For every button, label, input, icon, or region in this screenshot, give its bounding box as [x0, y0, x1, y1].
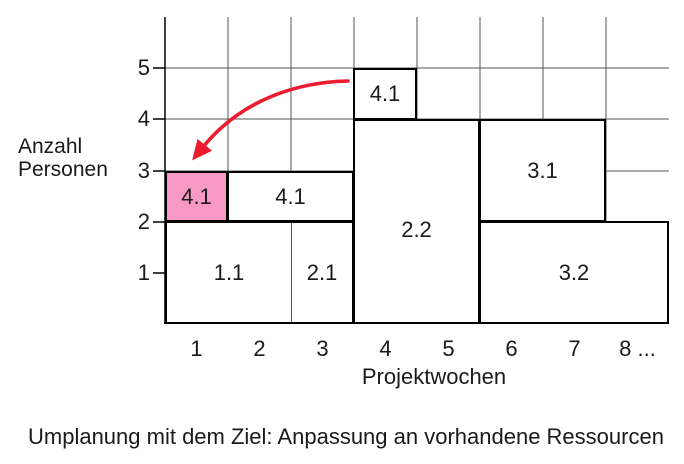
- x-tick-7: 7: [568, 336, 581, 361]
- arrow-curve: [192, 79, 350, 161]
- task-block-3-1: 3.1: [479, 119, 606, 222]
- task-block-2-2: 2.2: [353, 119, 480, 324]
- y-tick-1: 1: [137, 260, 150, 285]
- caption: Umplanung mit dem Ziel: Anpassung an vor…: [28, 424, 664, 449]
- x-tick-4: 4: [379, 336, 392, 361]
- task-block-4-1-top: 4.1: [353, 68, 417, 120]
- y-tick-3: 3: [137, 158, 150, 183]
- task-block-2-1: 2.1: [291, 223, 352, 322]
- task-block-3-2: 3.2: [479, 221, 669, 324]
- x-tick-6: 6: [505, 336, 518, 361]
- y-axis-title-line2: Personen: [18, 158, 108, 181]
- task-block-group-1-1-and-2-1: 1.1 2.1: [165, 221, 354, 324]
- x-tick-3: 3: [316, 336, 329, 361]
- y-axis-title: Anzahl Personen: [18, 135, 108, 181]
- y-tick-5: 5: [137, 55, 150, 80]
- x-tick-5: 5: [442, 336, 455, 361]
- x-axis-title: Projektwochen: [361, 364, 507, 389]
- y-tick-2: 2: [137, 209, 150, 234]
- x-tick-1: 1: [190, 336, 203, 361]
- x-tick-8: 8 ...: [619, 336, 656, 361]
- y-axis-title-line1: Anzahl: [18, 135, 83, 158]
- task-block-1-1: 1.1: [213, 259, 245, 285]
- y-tick-4: 4: [137, 106, 150, 131]
- x-tick-2: 2: [253, 336, 266, 361]
